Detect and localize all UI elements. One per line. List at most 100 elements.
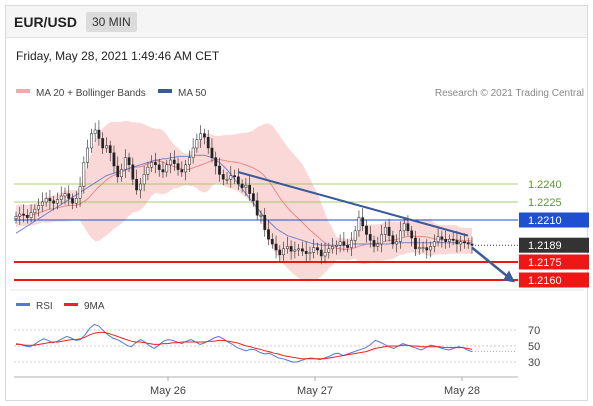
candle [350,232,353,256]
timestamp: Friday, May 28, 2021 1:49:46 AM CET [16,49,220,63]
level-label-2: 1.2210 [528,215,562,227]
candle-body [383,226,387,235]
rsi-tick-label: 70 [528,325,540,337]
candle-body [41,201,44,206]
timeframe-badge[interactable]: 30 MIN [86,12,137,32]
candle-body [312,247,316,253]
candle-body [199,133,203,140]
candle-body [120,169,123,178]
candle-body [71,198,74,204]
candle-body [138,183,142,191]
candle [93,122,97,142]
forecast-arrow-shaft [471,246,510,279]
x-tick-label: May 26 [150,385,186,397]
level-tag-4 [519,254,589,270]
candle-body [466,242,470,245]
candle-body [308,252,312,254]
candle [285,236,289,254]
candle [116,156,120,183]
candle [90,128,93,153]
candle-body [301,248,304,252]
candle [180,161,184,177]
candle-body [214,157,218,167]
x-tick-label: May 28 [444,385,480,397]
candle-body [285,246,289,250]
candle-body [365,225,368,235]
candle [157,158,161,177]
rsi-legend: RSI 9MA [16,301,105,312]
candle-body [82,162,86,187]
level-labels: 1.2240 1.2225 1.2210 1.2189 1.2175 1.2160 [519,179,589,288]
candle [372,235,376,253]
candle-body [350,240,353,248]
x-axis: May 26 May 27 May 28 [14,376,518,397]
rsi-line [15,323,473,363]
rsi-legend-swatch [16,303,30,306]
candle-body [436,236,440,242]
candle [361,208,365,231]
candle-body [425,247,429,251]
candle-body [180,169,184,173]
candle-body [331,246,334,250]
candle-body [172,159,176,164]
candle [86,139,89,169]
candle [97,120,101,146]
candle [154,152,157,174]
candle [67,185,71,206]
chart-header: EUR/USD 30 MIN [6,6,587,38]
candle-body [142,174,146,185]
candle-body [169,159,172,166]
symbol-label: EUR/USD [14,14,78,30]
bands-legend-label: MA 20 + Bollinger Bands [36,88,146,99]
candle-body [191,147,195,158]
candle-body [14,216,18,220]
candle-body [470,243,474,246]
candle-body [402,223,406,232]
candle-body [414,237,417,250]
candle [383,221,387,242]
candle [135,169,138,195]
candle-body [25,214,29,218]
candle [293,241,297,259]
candle-body [74,198,78,204]
candle [470,236,474,254]
candle [218,157,221,182]
candle [101,132,105,154]
candle-body [451,238,455,241]
candle-body [203,133,206,138]
candle-body [376,243,380,247]
candle [172,150,176,171]
candle-body [444,238,447,242]
candle [252,187,255,207]
candle [199,125,203,148]
candle [376,236,380,252]
candle [440,230,444,248]
candle-body [105,145,108,149]
candle [82,156,86,194]
candle [195,133,199,153]
candle-body [22,213,25,216]
candle-body [229,175,233,180]
candle-body [421,247,425,249]
candle [59,186,63,205]
candle [278,245,282,262]
candle [203,128,206,145]
candle-body [150,162,154,168]
candle-body [236,176,240,185]
candle [338,234,342,253]
candle [214,151,218,175]
candle-body [440,236,444,240]
trendline [237,171,469,237]
candle [308,246,312,261]
candle [33,204,37,222]
candle-body [187,157,191,166]
candle-body [240,183,244,188]
candle [380,224,383,253]
candle-body [338,241,342,246]
candle [421,241,425,253]
candle-body [29,212,33,218]
candle-body [399,230,402,242]
candle [108,140,112,162]
rsi-ma-legend-label: 9MA [84,301,105,312]
candle [221,169,225,186]
